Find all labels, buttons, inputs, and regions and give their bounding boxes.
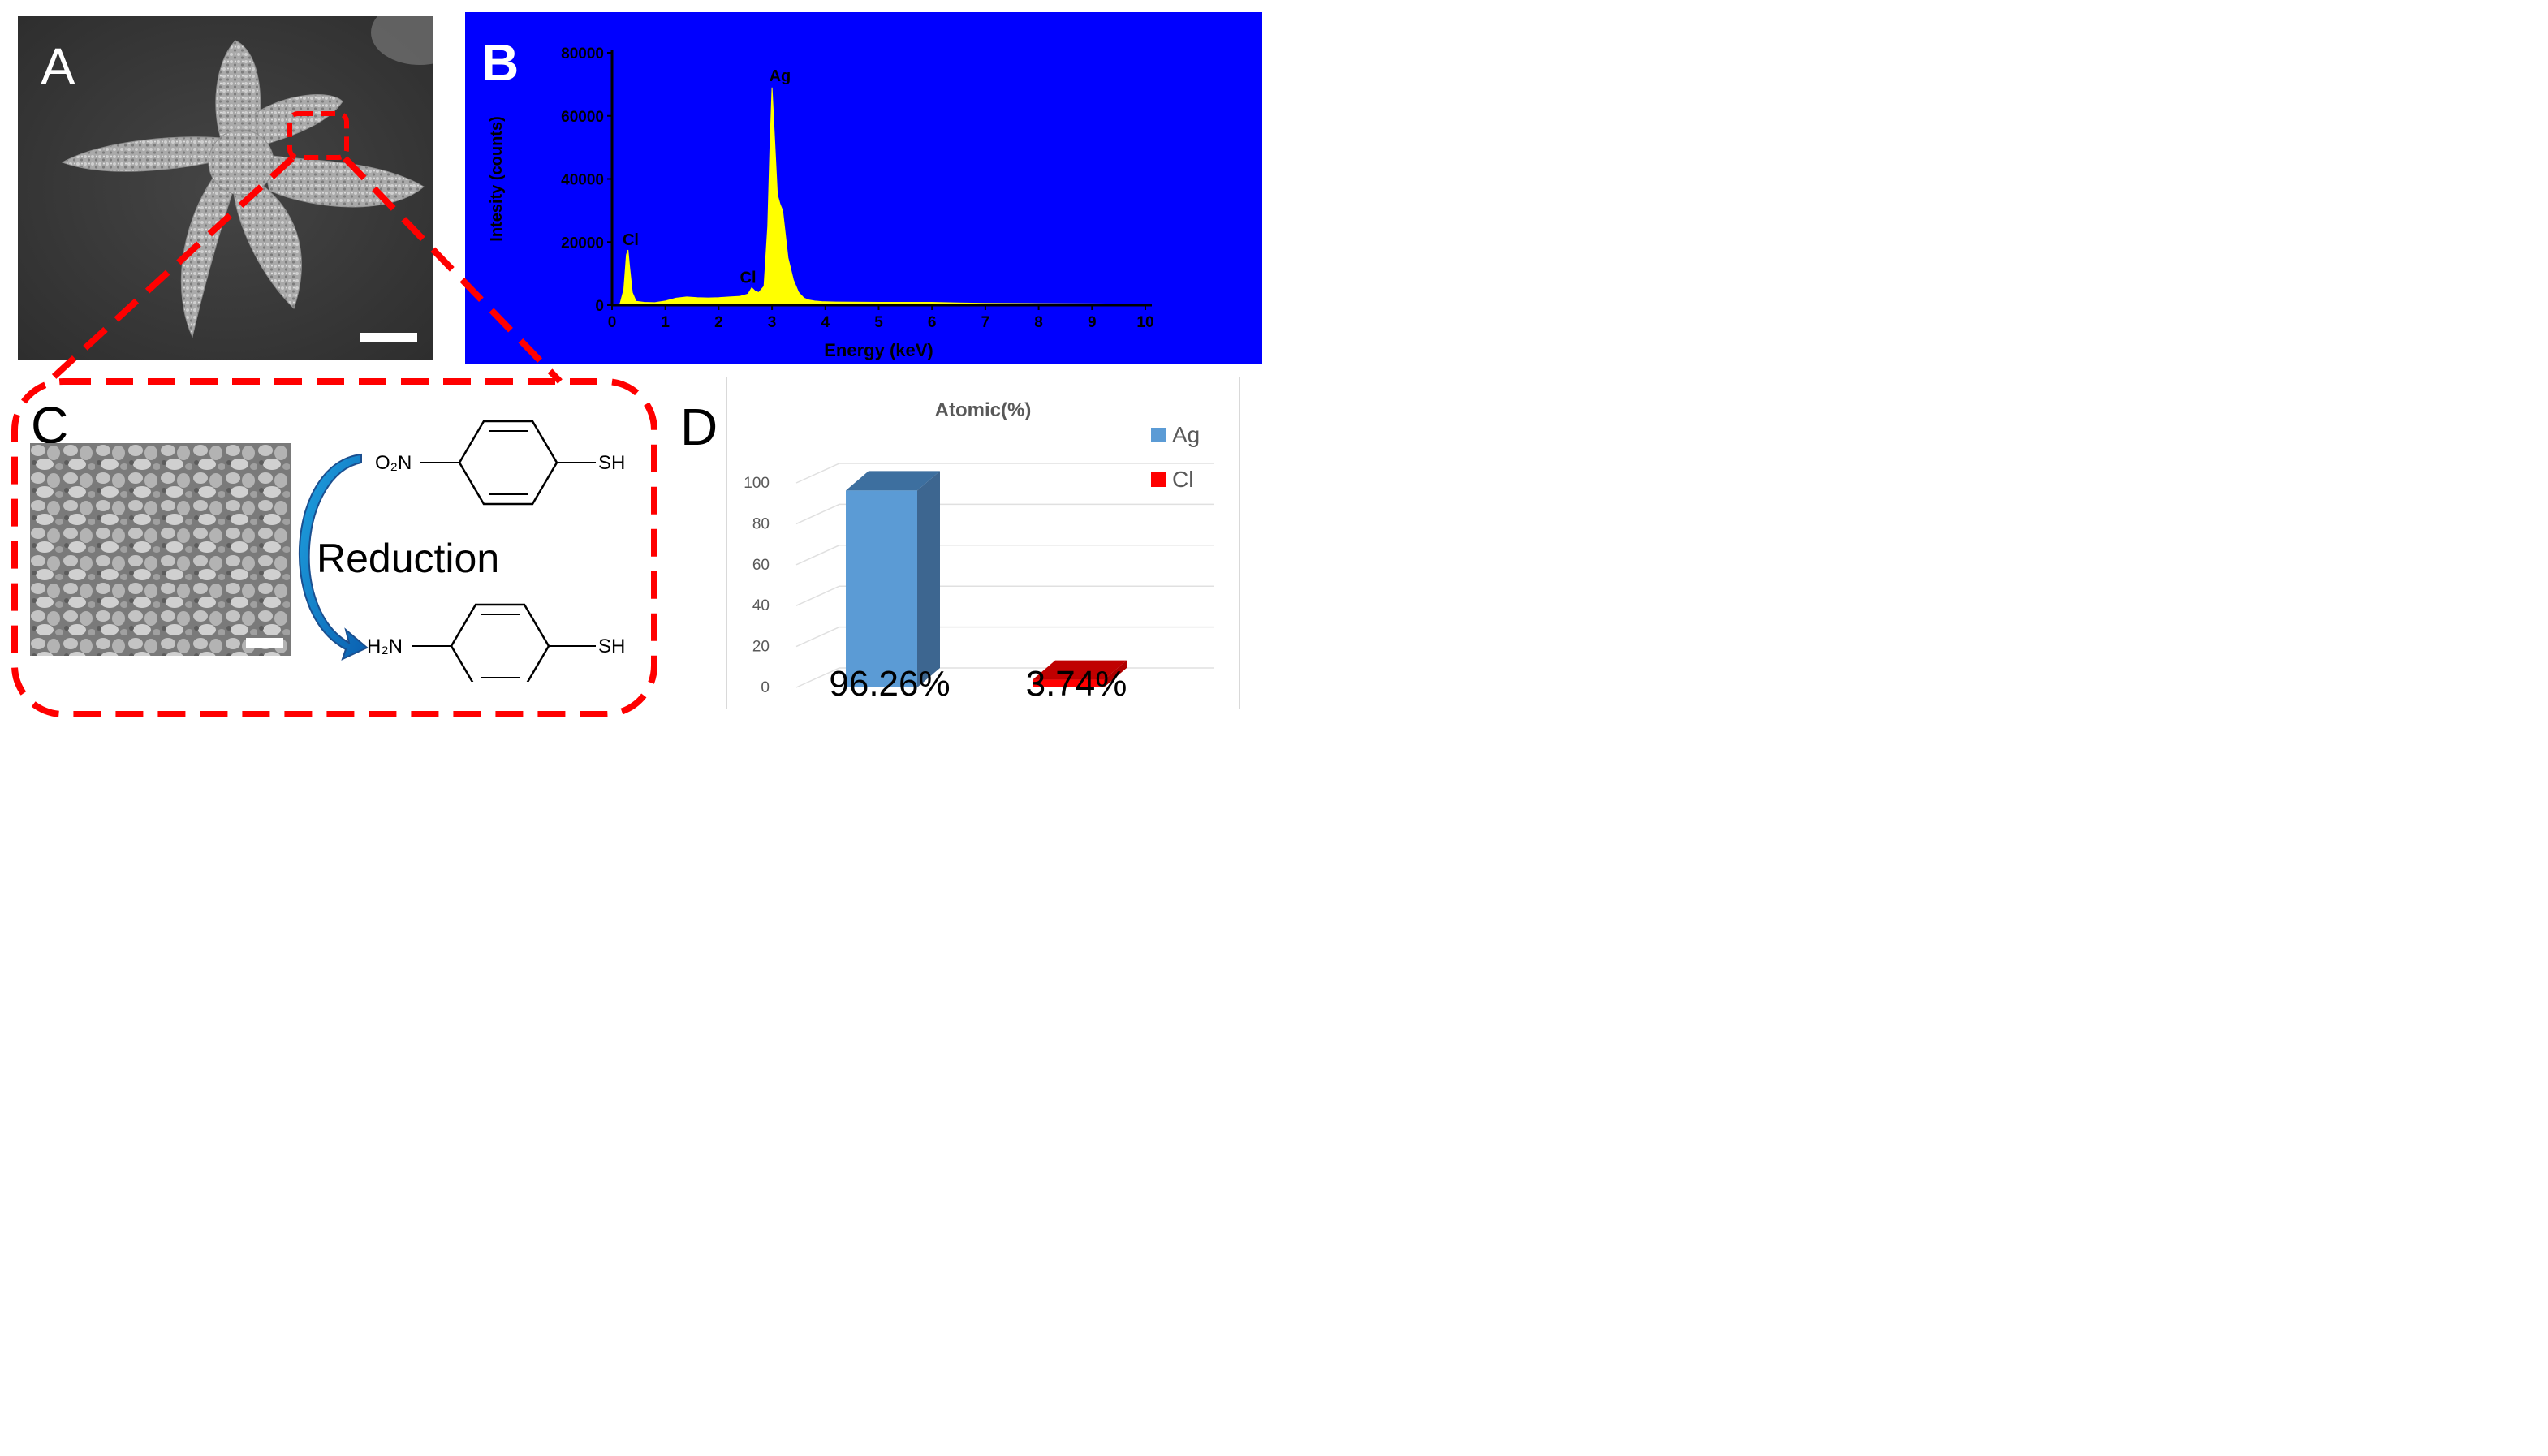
- bar-value-label: 3.74%: [1026, 664, 1127, 704]
- amino-group-label: H₂N: [367, 635, 403, 657]
- eds-x-tick-label: 7: [981, 314, 990, 331]
- atomic-chart-title: Atomic(%): [935, 399, 1032, 421]
- legend-swatch-cl: [1151, 472, 1166, 487]
- eds-y-tick-label: 80000: [561, 45, 604, 62]
- eds-y-tick-label: 60000: [561, 109, 604, 126]
- bar-y-tick-label: 20: [752, 639, 770, 656]
- legend-label-ag: Ag: [1172, 422, 1200, 447]
- eds-peak-label: Ag: [770, 67, 791, 85]
- reduction-label: Reduction: [317, 536, 499, 581]
- panel-d-label: D: [680, 398, 718, 456]
- panel-d-atomic-chart: Atomic(%) 0 20 40 60 80 100 96.26% 3.74% Ag Cl: [726, 377, 1240, 709]
- bar-y-tick-label: 80: [752, 515, 770, 532]
- eds-y-tick-label: 40000: [561, 172, 604, 189]
- bar-y-tick-label: 0: [761, 679, 770, 696]
- panel-c-dashed-frame: [11, 378, 657, 717]
- zoom-connector-overlay: [11, 156, 657, 717]
- reduction-arrow: [298, 453, 369, 661]
- panel-b-label: B: [481, 33, 520, 92]
- nanoparticle-texture: [30, 443, 291, 656]
- eds-spectrum-plot: 0 1 2 3 4 5 6 7 8 9 10 0 20000 40000 60000 80000 Cl Cl A…: [488, 45, 1154, 360]
- eds-peak-label: Cl: [740, 269, 757, 287]
- scale-bar: [246, 638, 283, 648]
- bar-side: [1104, 660, 1127, 687]
- panel-a-label: A: [41, 37, 75, 96]
- nitro-group-label: O₂N: [375, 452, 412, 474]
- zoom-region-box: [287, 111, 349, 160]
- eds-x-tick-label: 2: [714, 314, 723, 331]
- eds-x-axis-label: Energy (keV): [824, 340, 933, 360]
- eds-x-tick-label: 1: [661, 314, 670, 331]
- eds-spectrum-area: [611, 87, 1146, 306]
- eds-y-tick-label: 0: [595, 298, 604, 315]
- eds-x-tick-label: 3: [768, 314, 777, 331]
- eds-x-tick-label: 9: [1088, 314, 1097, 331]
- eds-y-axis-label: Intesity (counts): [488, 116, 506, 241]
- bar-cl: [1033, 660, 1127, 687]
- atomic-percent-plot: Atomic(%) 0 20 40 60 80 100 96.26% 3.74% Ag Cl: [744, 399, 1214, 704]
- scale-bar: [360, 333, 417, 342]
- zoom-connector-left: [46, 156, 295, 384]
- eds-x-tick-label: 5: [874, 314, 883, 331]
- eds-x-tick-label: 8: [1034, 314, 1043, 331]
- benzene-ring-bottom: [450, 603, 550, 682]
- eds-peak-label: Cl: [623, 231, 639, 249]
- bar-y-tick-label: 60: [752, 557, 770, 574]
- thiol-group-label-bottom: SH: [598, 635, 625, 657]
- panel-c-sem-image: [30, 443, 291, 656]
- bar-value-label: 96.26%: [829, 664, 950, 704]
- bar-y-tick-label: 40: [752, 597, 770, 614]
- bar-front: [1033, 679, 1104, 687]
- eds-y-tick-label: 20000: [561, 235, 604, 252]
- reduction-scheme: Reduction O₂N SH H₂N SH: [298, 420, 625, 682]
- eds-x-tick-label: 0: [608, 314, 617, 331]
- bar-front: [846, 490, 917, 687]
- gridline: [795, 503, 1214, 525]
- eds-x-tick-label: 4: [821, 314, 830, 331]
- gridline: [795, 626, 1214, 648]
- zoom-connector-right: [343, 156, 563, 384]
- panel-b-eds-chart: 0 1 2 3 4 5 6 7 8 9 10 0 20000 40000 60000 80000 Cl Cl A…: [465, 12, 1262, 364]
- gridline: [795, 545, 1214, 566]
- bar-y-tick-label: 100: [744, 475, 770, 492]
- panel-c-label: C: [31, 396, 69, 454]
- eds-x-tick-label: 6: [928, 314, 937, 331]
- benzene-ring-top: [458, 420, 558, 506]
- bar-top: [1033, 660, 1127, 680]
- eds-x-tick-label: 10: [1136, 314, 1153, 331]
- thiol-group-label-top: SH: [598, 452, 625, 474]
- bar-top: [846, 471, 940, 491]
- legend-label-cl: Cl: [1172, 467, 1193, 492]
- bar-side: [917, 471, 940, 687]
- bar-ag: [846, 471, 940, 687]
- gridline: [795, 585, 1214, 606]
- legend-swatch-ag: [1151, 428, 1166, 442]
- gridline: [795, 463, 1214, 484]
